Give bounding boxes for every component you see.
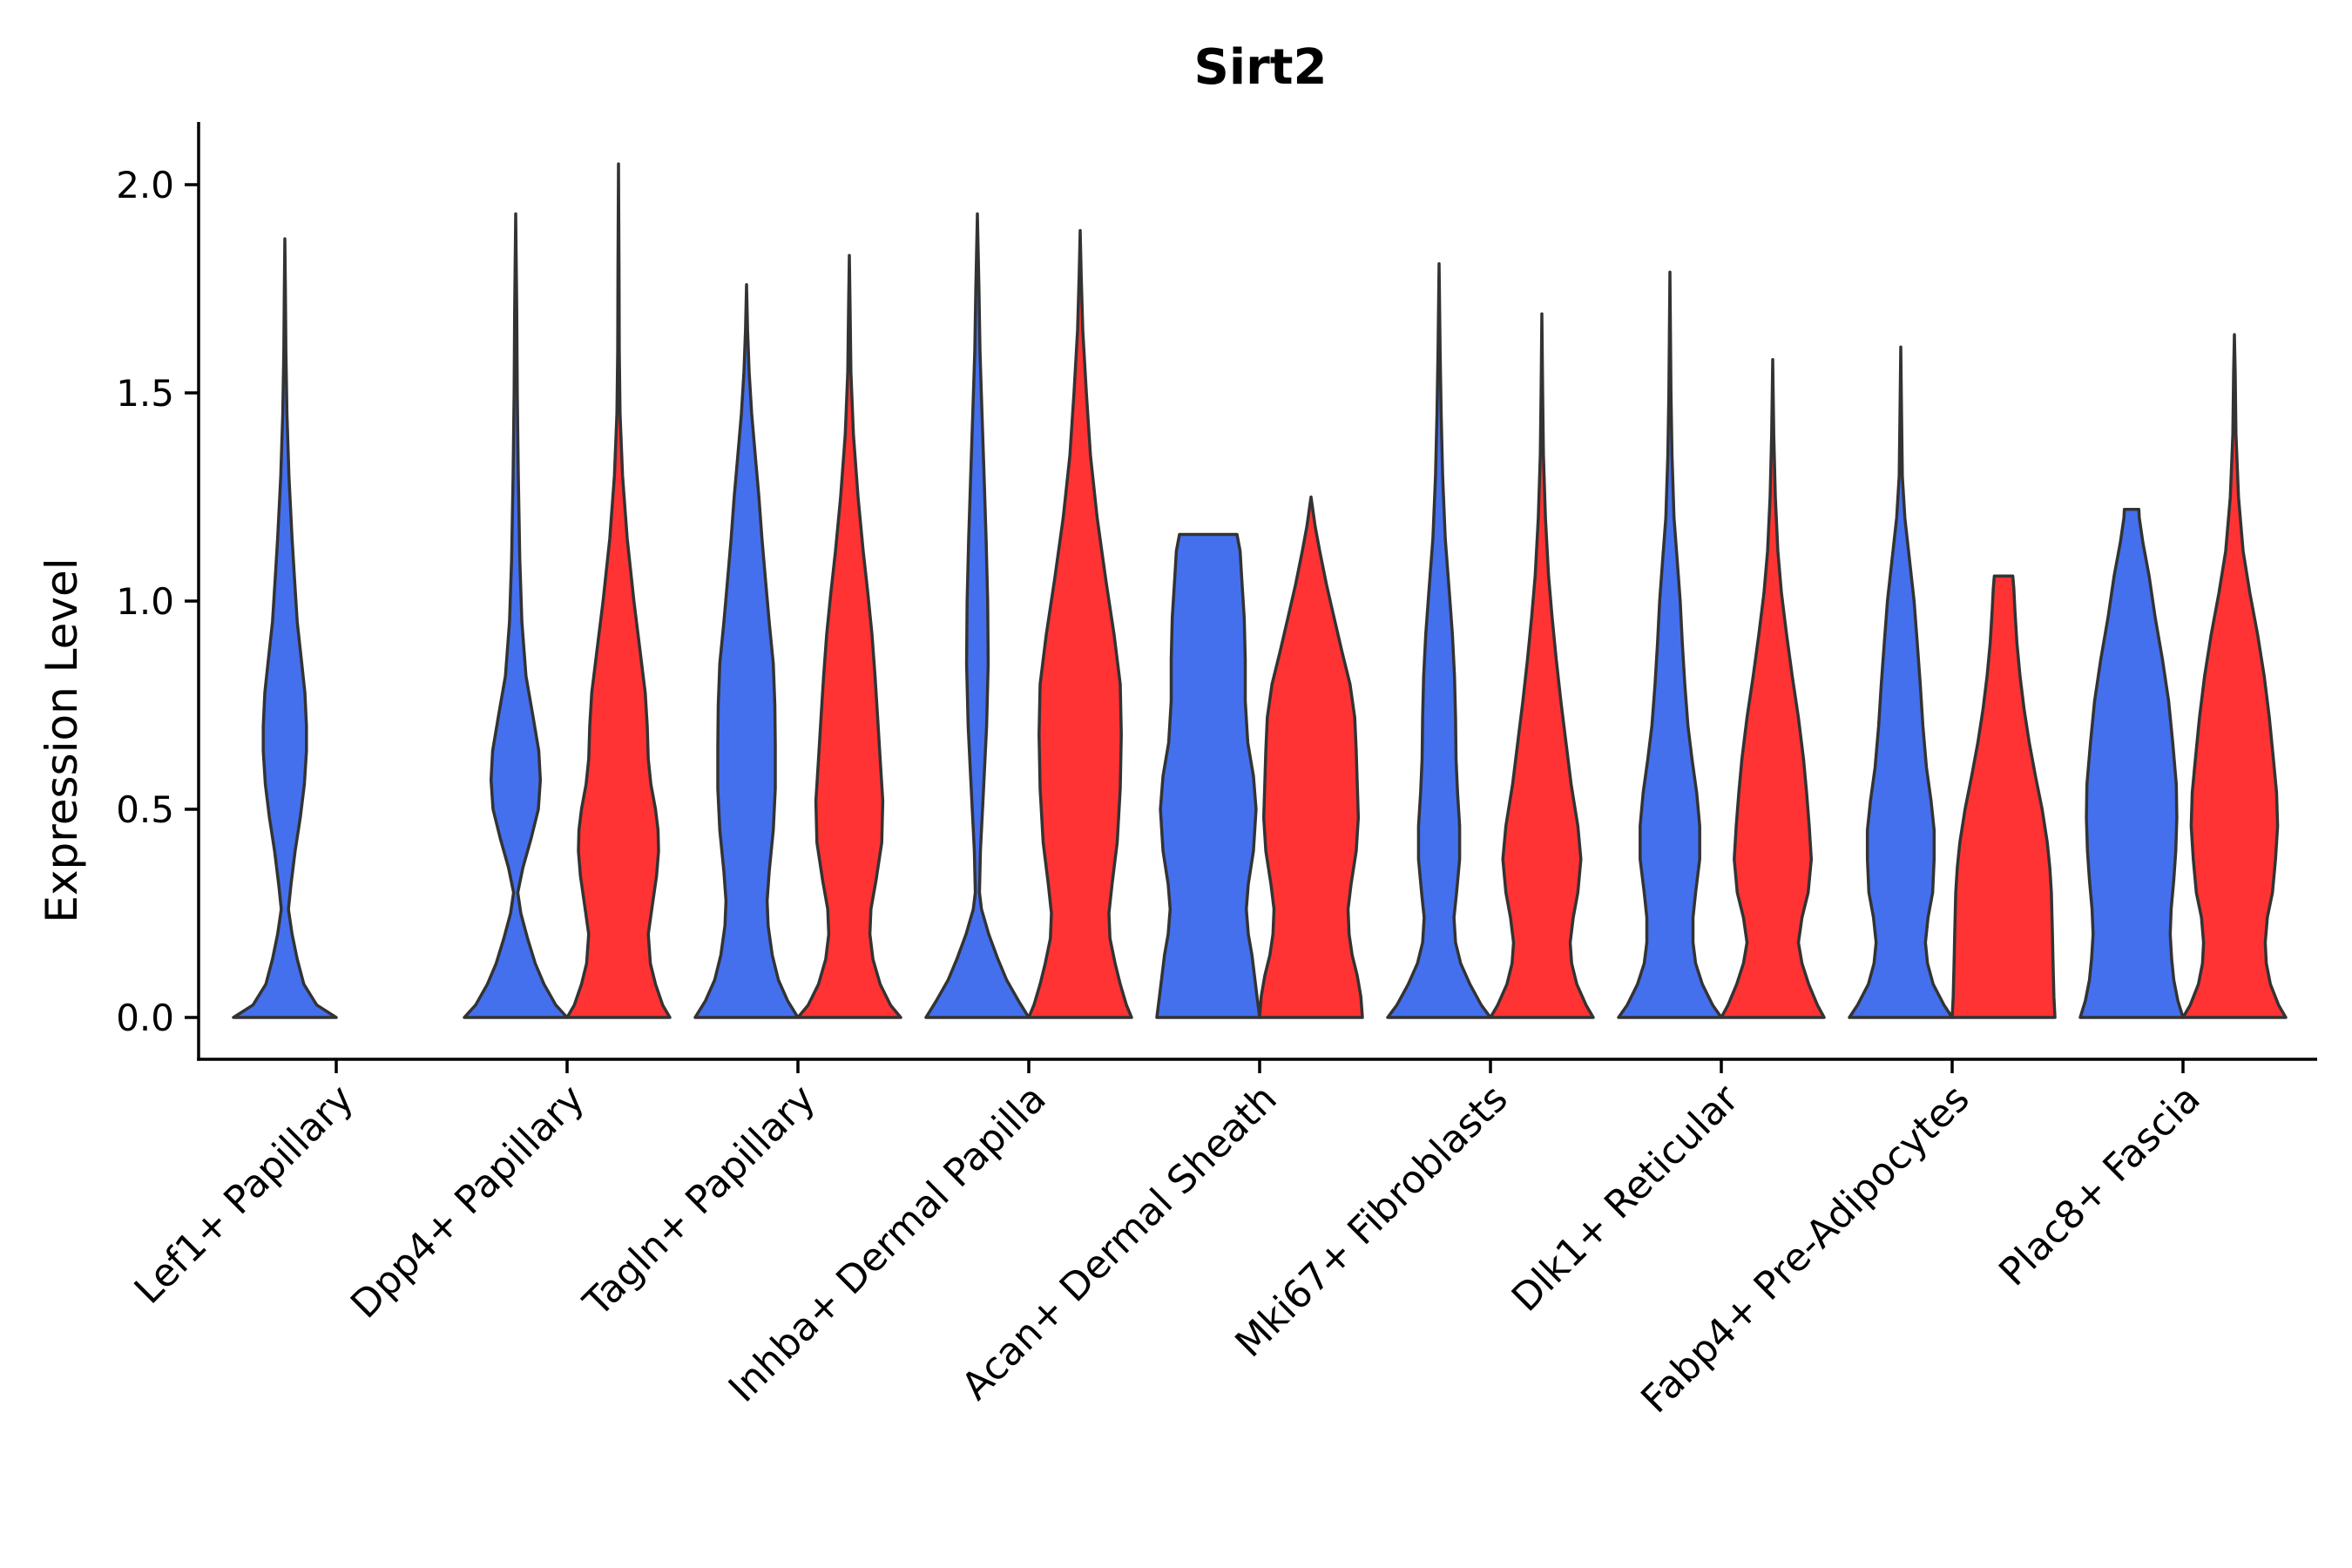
violin-a-tagln-papillary	[693, 282, 800, 1019]
x-tick-label: Dpp4+ Papillary	[342, 1077, 593, 1328]
violin-a-mki67-fibroblasts	[1386, 262, 1492, 1019]
x-tick-label: Dlk1+ Reticular	[1504, 1076, 1748, 1321]
violin-a-acan-dermal-sheath	[1155, 532, 1261, 1019]
x-tick-label: Tagln+ Papillary	[575, 1077, 824, 1326]
violin-b-inhba-dermal-papilla	[1027, 228, 1133, 1019]
violin-b-acan-dermal-sheath	[1258, 495, 1364, 1019]
violin-a-dpp4-papillary	[463, 212, 569, 1019]
violin-b-dpp4-papillary	[565, 162, 672, 1019]
x-tick-label: Lef1+ Papillary	[126, 1077, 362, 1313]
violin-a-inhba-dermal-papilla	[924, 212, 1031, 1019]
chart-title: Sirt2	[1194, 39, 1328, 96]
x-tick-label: Plac8+ Fascia	[1990, 1077, 2209, 1295]
violins-layer	[232, 162, 2288, 1019]
violin-a-lef1-papillary	[232, 237, 338, 1019]
y-tick-label: 0.5	[116, 788, 174, 831]
violin-b-mki67-fibroblasts	[1489, 312, 1595, 1019]
y-tick-label: 2.0	[116, 164, 174, 206]
y-tick-label: 0.0	[116, 997, 174, 1039]
violin-a-dlk1-reticular	[1617, 270, 1723, 1019]
y-axis-label: Expression Level	[37, 558, 87, 923]
violin-b-fabp4-pre-adipocytes	[1950, 574, 2057, 1019]
violin-a-plac8-fascia	[2078, 508, 2185, 1019]
violin-b-plac8-fascia	[2181, 333, 2288, 1019]
violin-b-tagln-papillary	[796, 253, 902, 1019]
violin-a-fabp4-pre-adipocytes	[1848, 345, 1954, 1019]
y-tick-label: 1.0	[116, 580, 174, 623]
violin-b-dlk1-reticular	[1720, 358, 1826, 1019]
y-tick-label: 1.5	[116, 372, 174, 415]
